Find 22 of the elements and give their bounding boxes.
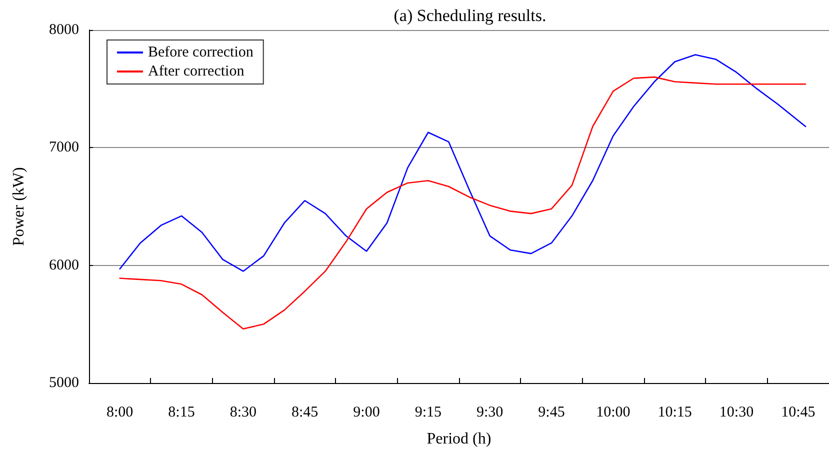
x-tick-label: 9:15 — [414, 404, 442, 420]
y-tick-label: 8000 — [49, 22, 79, 38]
x-tick-label: 8:15 — [168, 404, 195, 420]
y-tick-label: 7000 — [49, 140, 79, 156]
x-tick-label: 8:30 — [230, 404, 257, 420]
x-tick-label: 9:30 — [476, 404, 504, 420]
x-tick-label: 10:45 — [781, 404, 816, 420]
x-axis-title: Period (h) — [426, 430, 492, 448]
x-tick-label: 9:00 — [353, 404, 380, 420]
y-tick-label: 5000 — [49, 375, 79, 391]
chart-title: (a) Scheduling results. — [394, 6, 546, 25]
y-tick-label: 6000 — [49, 257, 79, 274]
line-series — [119, 76, 806, 330]
y-axis-title: Power (kW) — [10, 167, 28, 246]
legend-label: Before correction — [148, 44, 254, 60]
legend-label: After correction — [148, 64, 245, 80]
x-tick-label: 9:45 — [538, 404, 565, 420]
x-tick-label: 10:15 — [658, 404, 692, 420]
x-tick-label: 8:45 — [291, 404, 318, 420]
x-tick-label: 10:00 — [596, 404, 630, 420]
x-tick-label: 8:00 — [106, 404, 134, 420]
x-tick-label: 10:30 — [719, 404, 754, 420]
